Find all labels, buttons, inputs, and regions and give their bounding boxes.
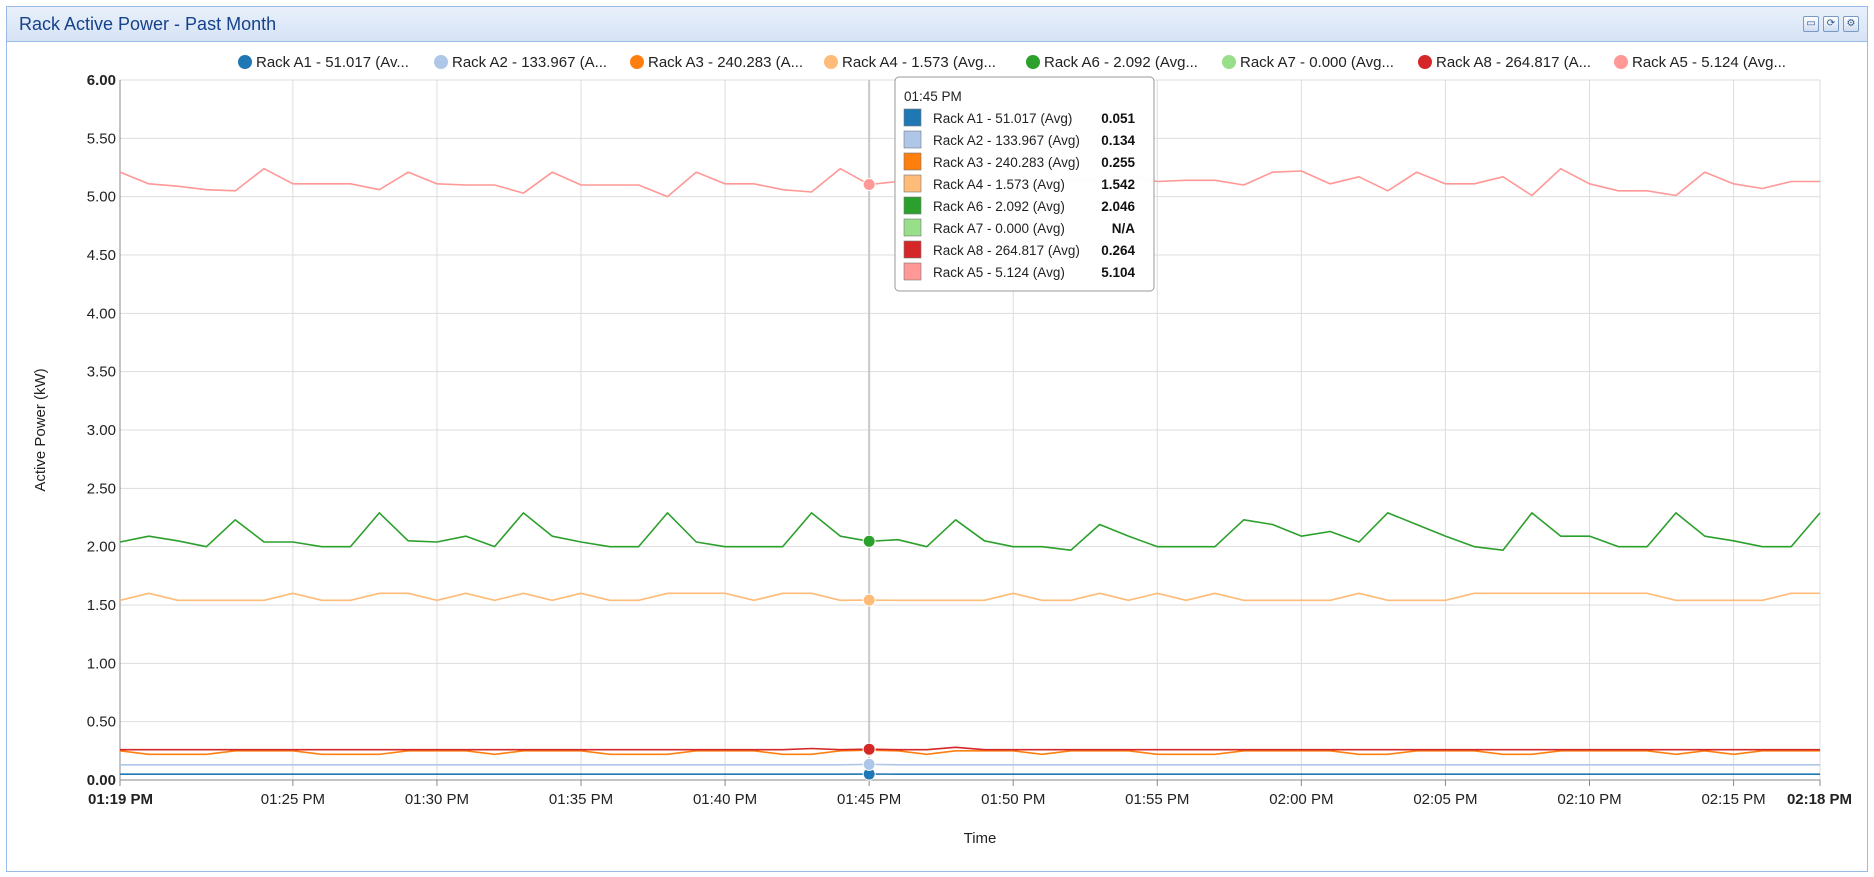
tooltip-swatch [903, 262, 922, 281]
tooltip-value: 5.104 [1101, 265, 1135, 280]
tooltip-time: 01:45 PM [904, 89, 962, 104]
x-tick-label: 01:35 PM [549, 791, 613, 808]
tooltip-swatch [903, 196, 922, 215]
legend-label: Rack A6 - 2.092 (Avg... [1044, 54, 1198, 71]
legend-marker[interactable] [630, 55, 644, 69]
tooltip-swatch [903, 174, 922, 193]
series-line [120, 746, 1820, 751]
y-tick-label: 6.00 [87, 72, 116, 89]
tooltip-label: Rack A3 - 240.283 (Avg) [933, 155, 1080, 170]
y-tick-label: 4.00 [87, 305, 116, 322]
legend-marker[interactable] [1614, 55, 1628, 69]
tooltip-label: Rack A1 - 51.017 (Avg) [933, 111, 1072, 126]
y-tick-label: 0.00 [87, 772, 116, 789]
tooltip-value: 0.264 [1101, 243, 1135, 258]
y-tick-label: 0.50 [87, 714, 116, 731]
hover-marker [862, 742, 876, 756]
legend-label: Rack A1 - 51.017 (Av... [256, 54, 409, 71]
x-tick-label: 01:25 PM [261, 791, 325, 808]
panel-title: Rack Active Power - Past Month [19, 14, 277, 34]
tooltip-swatch [903, 152, 922, 171]
x-tick-label: 02:18 PM [1787, 791, 1852, 808]
window-icon[interactable]: ▭ [1803, 16, 1819, 32]
tooltip-label: Rack A8 - 264.817 (Avg) [933, 243, 1080, 258]
y-tick-label: 4.50 [87, 247, 116, 264]
legend-label: Rack A3 - 240.283 (A... [648, 54, 803, 71]
y-tick-label: 1.00 [87, 655, 116, 672]
tooltip-swatch [903, 218, 922, 237]
x-tick-label: 02:05 PM [1413, 791, 1477, 808]
y-tick-label: 2.50 [87, 480, 116, 497]
y-tick-label: 5.50 [87, 130, 116, 147]
hover-marker [862, 178, 876, 192]
x-tick-label: 01:50 PM [981, 791, 1045, 808]
panel-header: Rack Active Power - Past Month ▭ ⟳ ⚙ [7, 7, 1867, 42]
legend-marker[interactable] [1222, 55, 1236, 69]
tooltip-value: N/A [1112, 221, 1136, 236]
tooltip-value: 0.255 [1101, 155, 1135, 170]
legend-marker[interactable] [824, 55, 838, 69]
series-line [119, 512, 1821, 551]
tooltip-value: 0.051 [1101, 111, 1135, 126]
y-tick-label: 5.00 [87, 189, 116, 206]
tooltip-box [894, 76, 1155, 292]
legend-marker[interactable] [1026, 55, 1040, 69]
series-line [119, 592, 1820, 602]
x-tick-label: 02:10 PM [1557, 791, 1621, 808]
hover-marker [862, 534, 876, 548]
x-axis-title: Time [964, 830, 997, 847]
panel-tools: ▭ ⟳ ⚙ [1803, 16, 1859, 32]
series-line [119, 749, 1820, 756]
gear-icon[interactable]: ⚙ [1843, 16, 1859, 32]
tooltip-label: Rack A2 - 133.967 (Avg) [933, 133, 1080, 148]
tooltip-swatch [903, 108, 922, 127]
tooltip-label: Rack A5 - 5.124 (Avg) [933, 265, 1065, 280]
hover-marker [862, 593, 876, 607]
legend-marker[interactable] [1418, 55, 1432, 69]
tooltip-label: Rack A6 - 2.092 (Avg) [933, 199, 1065, 214]
x-tick-label: 01:45 PM [837, 791, 901, 808]
y-tick-label: 3.50 [87, 364, 116, 381]
tooltip-value: 1.542 [1101, 177, 1135, 192]
y-tick-label: 2.00 [87, 539, 116, 556]
legend-label: Rack A5 - 5.124 (Avg... [1632, 54, 1786, 71]
tooltip-swatch [903, 130, 922, 149]
y-tick-label: 1.50 [87, 597, 116, 614]
y-axis-title: Active Power (kW) [32, 368, 49, 491]
tooltip-value: 2.046 [1101, 199, 1135, 214]
legend-label: Rack A8 - 264.817 (A... [1436, 54, 1591, 71]
x-tick-label: 01:40 PM [693, 791, 757, 808]
x-tick-label: 02:15 PM [1701, 791, 1765, 808]
tooltip-label: Rack A7 - 0.000 (Avg) [933, 221, 1065, 236]
legend-label: Rack A2 - 133.967 (A... [452, 54, 607, 71]
y-tick-label: 3.00 [87, 422, 116, 439]
tooltip-label: Rack A4 - 1.573 (Avg) [933, 177, 1065, 192]
legend-marker[interactable] [434, 55, 448, 69]
x-tick-label: 01:19 PM [88, 791, 153, 808]
tooltip-swatch [903, 240, 922, 259]
legend-label: Rack A4 - 1.573 (Avg... [842, 54, 996, 71]
refresh-icon[interactable]: ⟳ [1823, 16, 1839, 32]
legend-label: Rack A7 - 0.000 (Avg... [1240, 54, 1394, 71]
x-tick-label: 01:55 PM [1125, 791, 1189, 808]
legend-marker[interactable] [238, 55, 252, 69]
tooltip-value: 0.134 [1101, 133, 1135, 148]
hover-marker [862, 757, 876, 771]
x-tick-label: 02:00 PM [1269, 791, 1333, 808]
x-tick-label: 01:30 PM [405, 791, 469, 808]
